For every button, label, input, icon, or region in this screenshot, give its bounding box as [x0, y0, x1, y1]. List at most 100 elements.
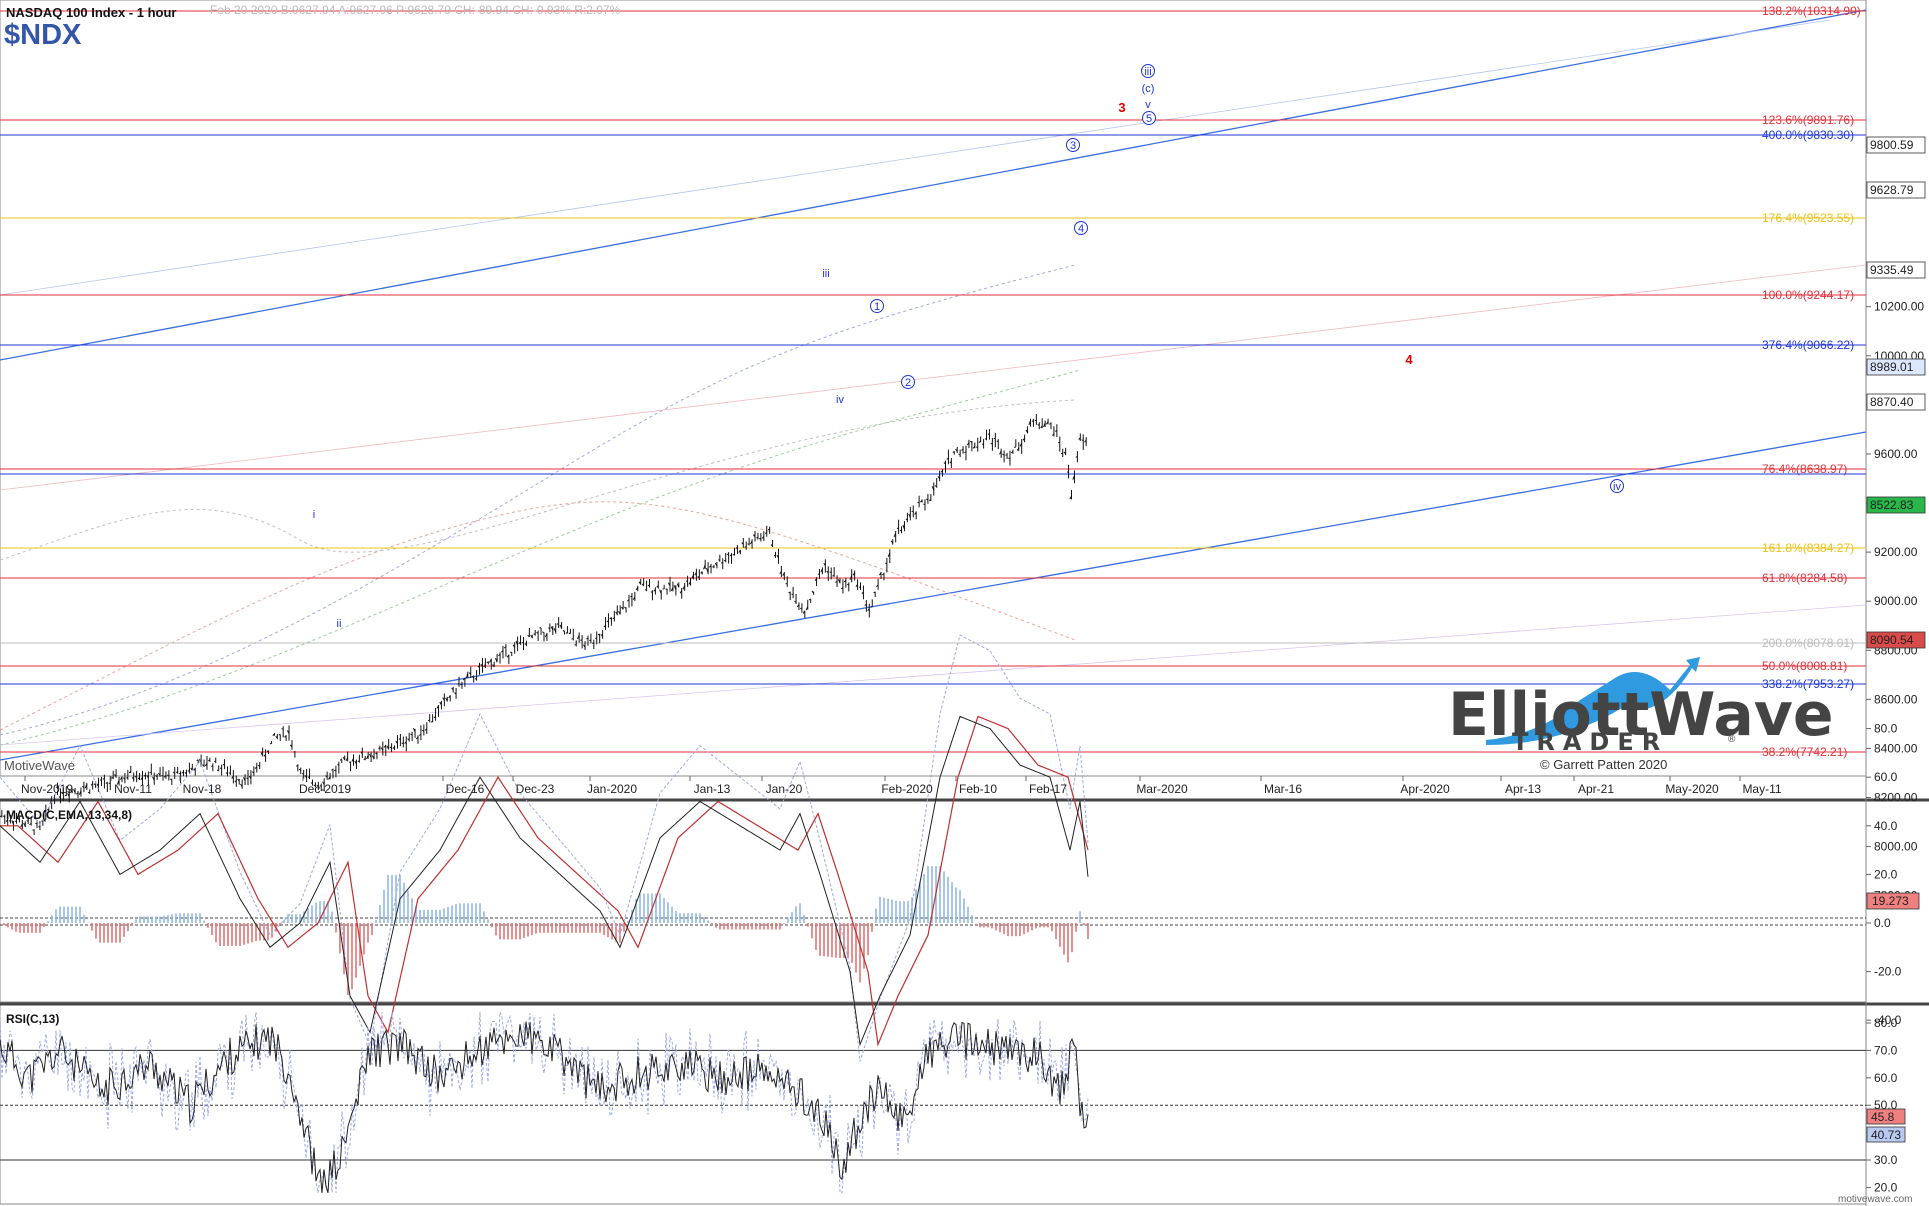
price-bar-open — [782, 572, 785, 576]
price-bar-open — [714, 562, 718, 566]
price-badge — [1866, 261, 1926, 279]
price-bar-open — [14, 820, 17, 822]
price-bar-open — [1072, 475, 1075, 480]
price-bar-open — [331, 768, 334, 771]
price-bar-open — [395, 740, 398, 745]
price-bar-open — [632, 596, 636, 601]
price-bar-open — [489, 658, 492, 663]
price-bar-open — [635, 586, 639, 591]
macd-series — [0, 715, 1089, 1047]
price-bar-open — [1069, 495, 1072, 500]
price-bar-open — [20, 823, 23, 828]
time-tick-label: Dec-2019 — [299, 782, 351, 796]
price-bar-open — [1063, 451, 1067, 455]
price-bar-open — [316, 784, 319, 787]
fib-level-label: 176.4%(9523.55) — [1762, 211, 1854, 225]
time-tick-label: Jan-13 — [694, 782, 731, 796]
price-bar-open — [779, 571, 782, 575]
price-bar-open — [741, 542, 744, 545]
macd-tick-label: 60.0 — [1874, 770, 1898, 784]
wave-label: 3 — [1070, 140, 1076, 152]
price-badge — [1866, 496, 1926, 514]
time-tick-label: Dec-16 — [446, 782, 485, 796]
price-badge-label: 8870.40 — [1870, 395, 1914, 409]
moving-average — [0, 399, 1076, 561]
price-bar-open — [759, 537, 762, 540]
macd-panel[interactable] — [0, 799, 1867, 1003]
wave-label: iii — [822, 268, 829, 280]
svg-text:ElliottWave: ElliottWave — [1448, 680, 1834, 750]
price-bar-open — [718, 559, 721, 561]
price-bar-open — [460, 683, 463, 686]
price-bar-open — [512, 644, 516, 648]
price-bar-open — [835, 581, 838, 583]
price-bar-open — [78, 790, 82, 795]
price-badge-label: 9335.49 — [1870, 263, 1914, 277]
trend-line — [0, 264, 1867, 491]
price-bar-open — [471, 675, 474, 678]
price-bar-open — [940, 470, 943, 473]
price-bar-open — [530, 634, 533, 639]
price-bar-open — [703, 564, 706, 570]
price-bar-open — [298, 768, 301, 771]
wave-label: iii — [1144, 66, 1151, 78]
price-bar-open — [691, 574, 694, 579]
price-badge — [1866, 631, 1926, 649]
price-bar-open — [752, 534, 756, 538]
price-bar-open — [501, 650, 504, 653]
time-tick-label: Dec-23 — [516, 782, 555, 796]
price-bar-open — [873, 591, 876, 594]
price-bar-open — [776, 554, 779, 558]
price-panel[interactable] — [0, 0, 1867, 777]
rsi-tick-label: 70.0 — [1874, 1043, 1898, 1057]
price-bar-open — [515, 640, 519, 646]
price-bar-open — [2, 815, 6, 818]
macd-signal-series — [0, 715, 1089, 1047]
wave-label: v — [1145, 99, 1151, 111]
price-bar-open — [131, 777, 135, 780]
price-bar-open — [483, 664, 486, 668]
fib-level-label: 61.8%(8284.58) — [1762, 571, 1847, 585]
price-bar-open — [750, 540, 753, 545]
price-bar-open — [843, 579, 847, 583]
price-bar-open — [697, 576, 700, 578]
time-tick-label: Nov-11 — [114, 782, 152, 796]
price-bar-open — [128, 771, 132, 774]
rsi-tick-label: 80.0 — [1874, 1016, 1898, 1030]
price-bar-open — [404, 741, 407, 745]
wave-label: 4 — [1405, 352, 1413, 367]
price-bar-open — [375, 752, 378, 755]
price-bar-open — [304, 775, 308, 779]
price-bar-open — [172, 771, 176, 774]
svg-text:®: ® — [1728, 734, 1736, 745]
price-bar-open — [421, 729, 425, 732]
rsi-panel[interactable] — [0, 1003, 1867, 1205]
price-bar-open — [908, 513, 911, 518]
price-tick-label: 9000.00 — [1874, 594, 1918, 608]
price-bar-open — [1081, 439, 1084, 442]
price-tick-label: 9200.00 — [1874, 545, 1918, 559]
price-bar-open — [747, 543, 750, 545]
price-bar-open — [272, 733, 275, 737]
price-bar-open — [609, 616, 612, 620]
price-bar-open — [931, 486, 935, 491]
macd-tick-label: 40.0 — [1874, 819, 1898, 833]
fib-level-label: 76.4%(8638.97) — [1762, 462, 1847, 476]
price-bar-open — [1052, 433, 1055, 436]
price-bar-open — [190, 767, 193, 771]
price-bar-open — [149, 771, 152, 774]
price-bar-open — [946, 457, 949, 460]
price-bar-open — [208, 759, 211, 762]
price-bar-open — [964, 451, 967, 454]
wave-label: 4 — [1078, 223, 1084, 235]
price-bar-open — [181, 771, 184, 774]
price-bar-open — [23, 822, 26, 827]
price-bar-open — [667, 582, 671, 587]
price-bar-open — [70, 789, 73, 793]
time-tick-label: Apr-13 — [1505, 782, 1541, 796]
price-bar-open — [600, 634, 603, 637]
price-bar-open — [269, 742, 272, 745]
price-bar-open — [29, 823, 32, 826]
price-bar-open — [427, 719, 430, 722]
